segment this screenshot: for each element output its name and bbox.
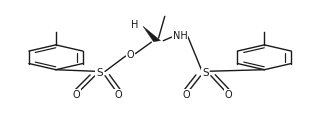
Text: O: O — [225, 90, 232, 100]
Text: S: S — [202, 68, 208, 78]
Text: NH: NH — [173, 31, 188, 41]
Text: S: S — [96, 68, 103, 78]
Text: O: O — [183, 90, 190, 100]
Text: H: H — [131, 20, 138, 30]
Text: O: O — [72, 90, 80, 100]
Text: O: O — [127, 50, 134, 60]
Polygon shape — [143, 26, 160, 42]
Text: O: O — [114, 90, 122, 100]
